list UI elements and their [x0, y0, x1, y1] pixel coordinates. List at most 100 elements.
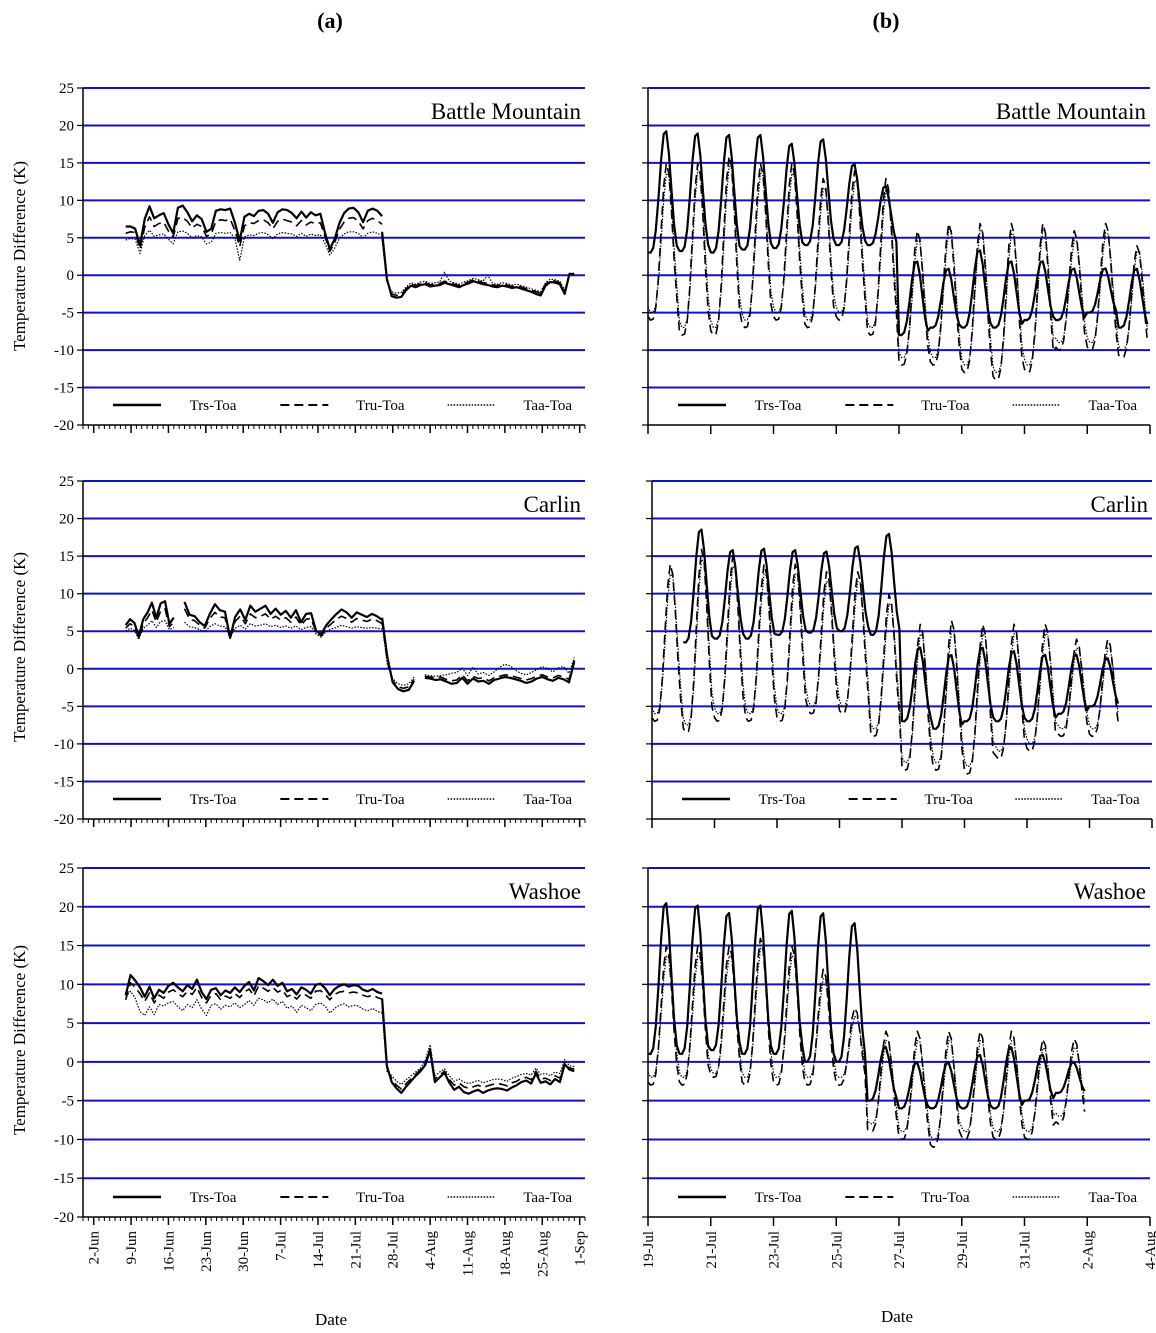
y-tick-label: 15 [59, 156, 74, 172]
y-axis-title-3: Temperature Difference (K) [10, 945, 29, 1135]
x-tick-label: 25-Jul [829, 1231, 845, 1269]
y-tick-label: 10 [59, 977, 74, 993]
x-tick-label: 23-Jun [199, 1231, 215, 1272]
legend-label: Taa-Toa [523, 1190, 572, 1206]
x-tick-label: 30-Jun [236, 1231, 252, 1272]
legend-label: Trs-Toa [190, 398, 237, 414]
x-tick-label: 21-Jul [704, 1231, 720, 1269]
legend-label: Trs-Toa [190, 792, 237, 808]
series-trs-toa-line [126, 975, 382, 999]
y-tick-label: 15 [59, 939, 74, 955]
y-tick-label: 0 [67, 1055, 75, 1071]
legend-label: Taa-Toa [523, 398, 572, 414]
series-trs-toa-line [683, 530, 1118, 729]
x-tick-label: 19-Jul [641, 1231, 657, 1269]
y-tick-label: 25 [59, 474, 74, 490]
y-tick-label: -20 [54, 418, 74, 434]
series-trs-toa-line [185, 602, 383, 638]
series-taa-toa-line [185, 622, 383, 637]
y-tick-label: 25 [59, 861, 74, 877]
y-tick-label: -10 [54, 737, 74, 753]
legend-label: Tru-Toa [356, 792, 405, 808]
legend-label: Taa-Toa [1088, 398, 1137, 414]
y-tick-label: 5 [67, 1016, 75, 1032]
y-axis-title-2: Temperature Difference (K) [10, 552, 29, 742]
chart-panels: 25 20 15 10 5 0 -5 -10 -15 -20 Battle Mountain Trs-… [54, 81, 1156, 1277]
x-tick-label: 31-Jul [1018, 1231, 1034, 1269]
legend-label: Tru-Toa [356, 1190, 405, 1206]
legend-label: Taa-Toa [1088, 1190, 1137, 1206]
y-tick-label: -20 [54, 812, 74, 828]
y-tick-label: 25 [59, 81, 74, 97]
series-trs-toa-line [382, 232, 574, 298]
y-tick-label: 10 [59, 587, 74, 603]
legend-label: Tru-Toa [921, 1190, 970, 1206]
legend-label: Trs-Toa [190, 1190, 237, 1206]
y-tick-label: -5 [62, 306, 75, 322]
legend-label: Trs-Toa [755, 1190, 802, 1206]
chart-panel-b-1: Battle Mountain Trs-Toa Tru-Toa Taa-Toa [642, 88, 1150, 434]
y-tick-label: 20 [59, 118, 74, 134]
x-axis-title-b: Date [881, 1307, 913, 1326]
series-tru-toa-line [652, 549, 1118, 774]
legend-label: Trs-Toa [755, 398, 802, 414]
chart-panel-a-2: 25 20 15 10 5 0 -5 -10 -15 -20 Carlin Trs-Toa Tru-To… [54, 474, 585, 828]
x-tick-label: 11-Aug [461, 1231, 477, 1277]
x-tick-label: 16-Jun [161, 1231, 177, 1272]
y-tick-label: -10 [54, 343, 74, 359]
x-tick-label: 7-Jul [274, 1231, 290, 1261]
y-axis-title-1: Temperature Difference (K) [10, 161, 29, 351]
series-taa-toa-line [126, 991, 382, 1015]
legend-label: Trs-Toa [759, 792, 806, 808]
series-taa-toa-line [126, 230, 382, 260]
x-axis-title-a: Date [315, 1310, 347, 1329]
site-label: Battle Mountain [996, 99, 1147, 124]
series-taa-toa-line [652, 560, 1118, 767]
legend-label: Taa-Toa [1091, 792, 1140, 808]
y-tick-label: -5 [62, 1094, 75, 1110]
chart-panel-a-3: 25 20 15 10 5 0 -5 -10 -15 -20 2-Jun 9-Jun 16-Jun 23-… [54, 861, 589, 1277]
y-tick-label: -15 [54, 774, 74, 790]
series-trs-toa-line [126, 206, 382, 249]
x-tick-label: 25-Aug [535, 1231, 551, 1277]
y-tick-label: -15 [54, 1171, 74, 1187]
legend-label: Taa-Toa [523, 792, 572, 808]
legend-label: Tru-Toa [921, 398, 970, 414]
site-label: Washoe [509, 879, 581, 904]
chart-panel-b-3: 19-Jul 21-Jul 23-Jul 25-Jul 27-Jul 29-Jul 31-J… [641, 868, 1156, 1269]
x-tick-label: 4-Aug [1143, 1231, 1156, 1270]
x-tick-label: 23-Jul [767, 1231, 783, 1269]
y-tick-label: 15 [59, 549, 74, 565]
x-tick-label: 28-Jul [386, 1231, 402, 1269]
series-taa-toa-line [382, 1011, 574, 1085]
series-tru-toa-line [126, 217, 382, 252]
site-label: Washoe [1074, 879, 1146, 904]
series-trs-toa-line [648, 131, 1147, 335]
column-label-a: (a) [317, 8, 343, 33]
x-tick-label: 21-Jul [348, 1231, 364, 1269]
y-tick-label: 5 [67, 624, 75, 640]
y-tick-label: 10 [59, 193, 74, 209]
y-tick-label: -20 [54, 1210, 74, 1226]
y-tick-label: 0 [67, 662, 75, 678]
y-tick-label: 20 [59, 900, 74, 916]
y-tick-label: -10 [54, 1132, 74, 1148]
x-tick-label: 14-Jul [311, 1231, 327, 1269]
site-label: Carlin [524, 492, 582, 517]
y-tick-label: -5 [62, 699, 75, 715]
y-tick-label: 5 [67, 231, 75, 247]
series-trs-toa-line [425, 661, 575, 684]
x-tick-label: 29-Jul [955, 1231, 971, 1269]
y-tick-label: -15 [54, 381, 74, 397]
legend-label: Tru-Toa [924, 792, 973, 808]
y-tick-label: 0 [67, 268, 75, 284]
legend-label: Tru-Toa [356, 398, 405, 414]
site-label: Carlin [1091, 492, 1149, 517]
x-tick-label: 18-Aug [498, 1231, 514, 1277]
x-tick-label: 1-Sep [573, 1231, 589, 1266]
x-tick-label: 9-Jun [124, 1231, 140, 1265]
site-label: Battle Mountain [431, 99, 582, 124]
y-tick-label: 20 [59, 512, 74, 528]
series-taa-toa-line [425, 658, 575, 677]
